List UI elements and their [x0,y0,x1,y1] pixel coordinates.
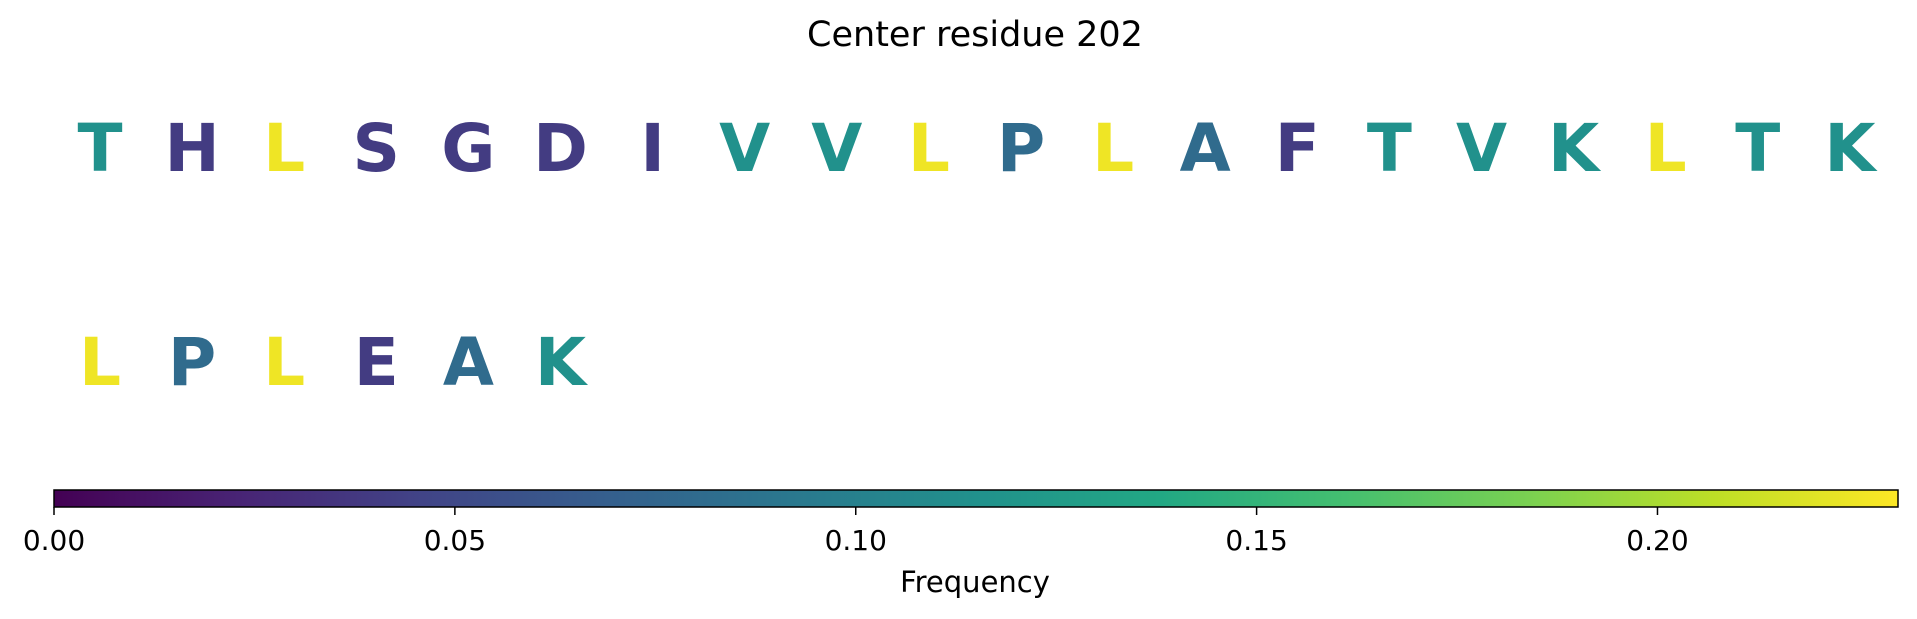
residue-letter: L [908,110,950,187]
residue-letter: V [719,110,770,187]
residue-letter: V [811,110,862,187]
residue-letter: K [535,324,589,401]
colorbar-label: Frequency [900,565,1050,599]
residue-letter: P [168,324,216,401]
residue-letter: L [1645,110,1687,187]
residue-letter: I [640,110,665,187]
residue-letter: K [1548,110,1602,187]
colorbar-gradient [53,489,1899,508]
residue-letter: H [164,110,219,187]
colorbar-ticks: 0.00 0.05 0.10 0.15 0.20 [23,507,1689,557]
residue-letter: T [77,110,122,187]
residue-letter: A [1180,110,1231,187]
residue-letter: L [263,110,305,187]
residue-letter: L [1092,110,1134,187]
residue-letter: P [997,110,1045,187]
residue-letter: F [1275,110,1320,187]
chart-title: Center residue 202 [807,15,1143,55]
residue-letter: T [1735,110,1780,187]
residue-letter: G [441,110,495,187]
colorbar: 0.00 0.05 0.10 0.15 0.20 Frequency [23,489,1899,599]
colorbar-tick-label: 0.00 [23,524,85,557]
colorbar-tick-label: 0.10 [825,524,887,557]
residue-letter: E [354,324,399,401]
residue-letter: A [443,324,494,401]
colorbar-tick-label: 0.05 [424,524,486,557]
residue-letter: V [1456,110,1507,187]
residue-letter: L [79,324,121,401]
residue-letter: D [533,110,588,187]
residue-letter: S [353,110,401,187]
colorbar-tick-label: 0.20 [1626,524,1688,557]
residue-letter: L [263,324,305,401]
colorbar-tick-label: 0.15 [1225,524,1287,557]
residue-letter: K [1824,110,1878,187]
residue-sequence: T H L S G D I V V L P L A F T V K L T KL P L E A K [77,110,1878,401]
residue-letter: T [1367,110,1412,187]
